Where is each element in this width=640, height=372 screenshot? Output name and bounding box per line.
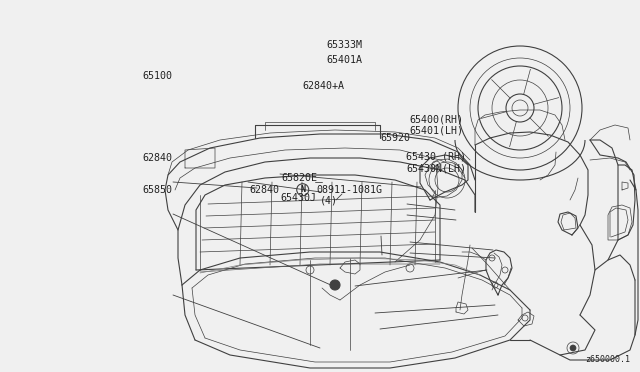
Text: z650000.1: z650000.1 bbox=[586, 355, 630, 364]
Text: 62840+A: 62840+A bbox=[302, 81, 344, 90]
Text: 65100: 65100 bbox=[143, 71, 173, 81]
Text: 65850: 65850 bbox=[143, 185, 173, 195]
Text: 65333M: 65333M bbox=[326, 40, 362, 49]
Text: (4): (4) bbox=[320, 196, 338, 206]
Text: 62840: 62840 bbox=[143, 153, 173, 163]
Text: N: N bbox=[300, 185, 305, 194]
Text: 08911-1081G: 08911-1081G bbox=[316, 185, 382, 195]
Text: 65430N(LH): 65430N(LH) bbox=[406, 163, 467, 173]
Circle shape bbox=[330, 280, 340, 290]
Circle shape bbox=[570, 345, 576, 351]
Text: 65401A: 65401A bbox=[326, 55, 362, 64]
Text: 65430 (RH): 65430 (RH) bbox=[406, 152, 467, 162]
Text: 65430J: 65430J bbox=[280, 193, 316, 203]
Text: 65401(LH): 65401(LH) bbox=[410, 125, 463, 135]
Text: 62840: 62840 bbox=[250, 185, 280, 195]
Text: 65820E: 65820E bbox=[282, 173, 317, 183]
Text: 65400(RH): 65400(RH) bbox=[410, 114, 463, 124]
Text: 65920: 65920 bbox=[381, 133, 411, 142]
